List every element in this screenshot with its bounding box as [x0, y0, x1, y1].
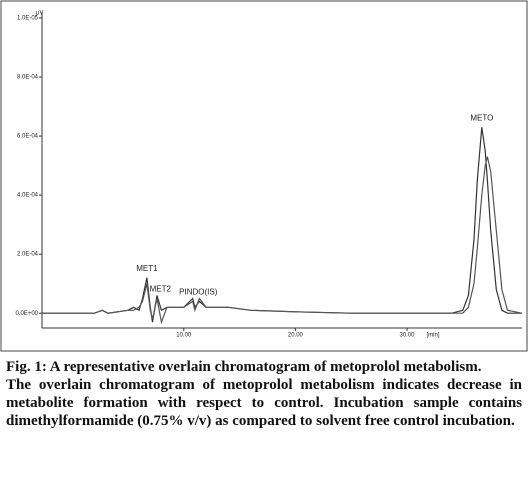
x-tick-label: 20.00 [288, 333, 304, 339]
peak-label: PINDO(IS) [179, 288, 218, 297]
y-tick-label: 2.0E-04 [17, 252, 39, 258]
y-tick-label: 0.0E+00 [15, 311, 38, 317]
peak-label: MET1 [136, 264, 158, 273]
x-tick-label: 10.00 [176, 333, 192, 339]
y-tick-label: 1.0E-05 [17, 15, 39, 21]
y-tick-label: 4.0E-04 [17, 193, 39, 199]
trace [42, 127, 522, 323]
caption-title: Fig. 1: A representative overlain chroma… [6, 359, 482, 375]
x-tick-label: 30.00 [400, 333, 416, 339]
caption-text: The overlain chromatogram of metoprolol … [6, 377, 522, 429]
y-tick-label: 8.0E-04 [17, 75, 39, 81]
y-axis-label: µV [36, 11, 43, 17]
chart: µV 0.0E+00 2.0E-04 4.0E-04 6.0E-04 8.0E-04 1.… [0, 0, 528, 352]
peak-label: MET2 [150, 285, 172, 294]
figure-frame [0, 0, 528, 352]
trace [42, 156, 523, 325]
x-axis-label: [min] [427, 333, 440, 339]
y-tick-label: 6.0E-04 [17, 134, 39, 140]
peak-label: METO [470, 113, 493, 122]
caption: Fig. 1: A representative overlain chroma… [6, 358, 522, 430]
